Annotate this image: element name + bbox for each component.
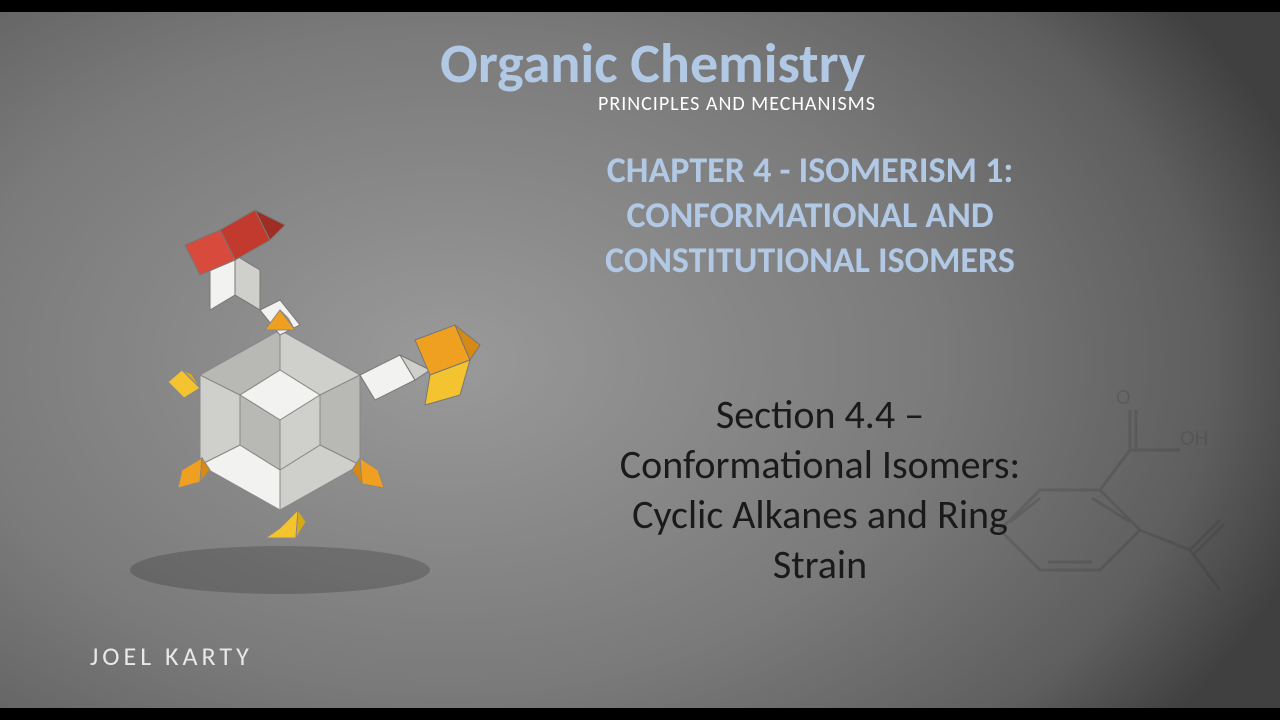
molecule-icon: [60, 170, 500, 630]
letterbox-bottom: [0, 708, 1280, 720]
letterbox-top: [0, 0, 1280, 12]
book-title: Organic Chemistry: [440, 30, 865, 98]
watermark-oh-label: OH: [1180, 424, 1208, 451]
chapter-line-3: CONSTITUTIONAL ISOMERS: [510, 238, 1110, 283]
chapter-heading: CHAPTER 4 - ISOMERISM 1: CONFORMATIONAL …: [510, 148, 1110, 283]
slide-root: Organic Chemistry PRINCIPLES AND MECHANI…: [0, 0, 1280, 720]
author-name: JOEL KARTY: [90, 640, 253, 672]
chapter-line-2: CONFORMATIONAL AND: [510, 193, 1110, 238]
watermark-o-label: O: [1116, 383, 1131, 410]
chapter-line-1: CHAPTER 4 - ISOMERISM 1:: [510, 148, 1110, 193]
watermark-structure-icon: OH O: [880, 350, 1240, 670]
book-subtitle: PRINCIPLES AND MECHANISMS: [598, 92, 876, 116]
